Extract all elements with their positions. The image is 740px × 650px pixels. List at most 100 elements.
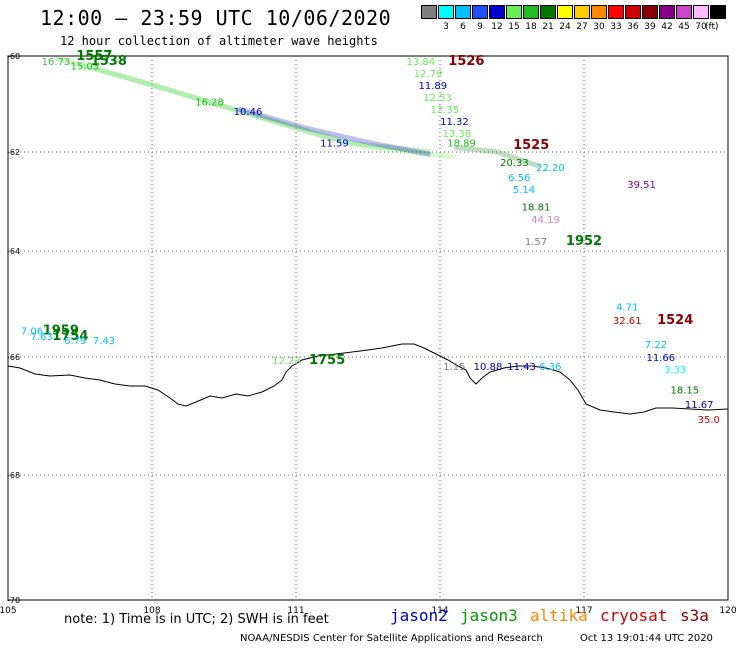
wave-height-label: 11.66 xyxy=(646,353,675,364)
legend-label: 30 xyxy=(593,22,605,32)
legend-swatch xyxy=(591,5,607,19)
ground-track xyxy=(237,106,431,157)
wave-height-label: 4.71 xyxy=(616,303,638,314)
legend-swatch xyxy=(506,5,522,19)
wave-height-label: 15.03 xyxy=(70,62,99,73)
legend-unit: (ft) xyxy=(705,22,719,32)
wave-height-label: 6.36 xyxy=(539,362,561,373)
pass-time-label: 1538 xyxy=(91,54,127,69)
wave-height-label: 1.57 xyxy=(525,237,547,248)
antarctic-coastline xyxy=(7,343,729,415)
legend-swatch xyxy=(540,5,556,19)
wave-height-label: 13.38 xyxy=(442,129,471,140)
legend-label: 45 xyxy=(678,22,690,32)
legend-swatch xyxy=(676,5,692,19)
credit-text: NOAA/NESDIS Center for Satellite Applica… xyxy=(240,633,543,644)
wave-height-label: 7.43 xyxy=(93,336,115,347)
legend-label: 21 xyxy=(542,22,554,32)
legend-swatch xyxy=(523,5,539,19)
ground-track xyxy=(55,55,431,155)
legend-swatch xyxy=(608,5,624,19)
timestamp-text: Oct 13 19:01:44 UTC 2020 xyxy=(580,633,713,644)
wave-height-label: 11.32 xyxy=(440,117,469,128)
wave-height-label: 5.14 xyxy=(513,185,535,196)
longitude-tick-label: 108 xyxy=(143,606,160,616)
wave-height-label: 16.73 xyxy=(42,57,71,68)
legend-swatch xyxy=(642,5,658,19)
legend-label: 6 xyxy=(460,22,466,32)
wave-height-label: 7.06 xyxy=(21,327,43,338)
wave-height-label: 11.43 xyxy=(507,362,536,373)
longitude-tick-label: 120 xyxy=(719,606,736,616)
page-subtitle: 12 hour collection of altimeter wave hei… xyxy=(60,34,378,48)
latitude-tick-label: -62 xyxy=(7,148,20,157)
legend-label: 70 xyxy=(695,22,707,32)
wave-height-label: 12.79 xyxy=(414,69,443,80)
wave-height-label: 18.89 xyxy=(447,138,476,149)
longitude-tick-label: 117 xyxy=(575,606,592,616)
wave-height-label: 1.15 xyxy=(443,362,465,373)
ground-track xyxy=(454,144,542,170)
legend-label: 36 xyxy=(627,22,639,32)
satellite-ground-tracks xyxy=(55,55,542,170)
wave-height-label: 7.63 xyxy=(30,332,52,343)
wave-height-label: 44.19 xyxy=(531,215,560,226)
wave-height-label: 16.28 xyxy=(195,98,224,109)
legend-label: 33 xyxy=(610,22,622,32)
longitude-tick-label: 114 xyxy=(431,606,448,616)
legend-label: 15 xyxy=(508,22,520,32)
wave-height-label: 11.89 xyxy=(418,81,447,92)
legend-label: 12 xyxy=(491,22,503,32)
axis-tick-labels: 105 108 111 114 117 120 -60 -62 -64 -66 -68 -70 xyxy=(0,52,737,616)
legend-swatch xyxy=(557,5,573,19)
legend-label: 27 xyxy=(576,22,588,32)
pass-time-label: 1524 xyxy=(657,313,693,328)
wave-height-label: 39.51 xyxy=(627,180,656,191)
legend-label: 3 xyxy=(443,22,449,32)
wave-height-label: 20.33 xyxy=(500,158,529,169)
legend-swatch xyxy=(693,5,709,19)
wave-height-label: 3.33 xyxy=(664,365,686,376)
wave-height-label: 35.0 xyxy=(698,415,720,426)
wave-height-label: 12.23 xyxy=(272,356,301,367)
ground-track xyxy=(79,60,455,160)
legend-swatch xyxy=(710,5,726,19)
footnote: note: 1) Time is in UTC; 2) SWH is in fe… xyxy=(64,612,329,627)
wave-height-label: 11.67 xyxy=(685,400,714,411)
wave-height-label: 18.81 xyxy=(522,202,551,213)
legend-label: 24 xyxy=(559,22,571,32)
latitude-tick-label: -70 xyxy=(7,596,20,605)
wave-height-label: 13.84 xyxy=(406,57,435,68)
page-title: 12:00 – 23:59 UTC 10/06/2020 xyxy=(40,6,392,30)
legend-label: 9 xyxy=(477,22,483,32)
legend-swatch xyxy=(625,5,641,19)
wave-height-label: 18.15 xyxy=(670,385,699,396)
latitude-tick-label: -66 xyxy=(7,353,20,362)
legend-swatch xyxy=(659,5,675,19)
legend-swatch xyxy=(455,5,471,19)
latitude-tick-label: -68 xyxy=(7,471,20,480)
wave-height-label: 7.22 xyxy=(645,340,667,351)
pass-time-label: 1525 xyxy=(513,138,549,153)
legend-swatch xyxy=(472,5,488,19)
longitude-tick-label: 111 xyxy=(287,606,304,616)
wave-height-label: 32.61 xyxy=(613,316,642,327)
latitude-tick-label: -60 xyxy=(7,52,20,61)
pass-time-label: 1557 xyxy=(76,49,112,64)
pass-time-label: 1526 xyxy=(448,54,484,69)
latitude-tick-label: -64 xyxy=(7,247,20,256)
satellite-cryosat-label: cryosat xyxy=(600,606,668,625)
wave-height-label: 6.79 xyxy=(64,336,86,347)
wave-height-label: 12.53 xyxy=(423,93,452,104)
legend-swatch xyxy=(489,5,505,19)
wave-height-label: 6.56 xyxy=(508,173,530,184)
satellite-jason3-label: jason3 xyxy=(460,606,518,625)
legend-swatch xyxy=(438,5,454,19)
pass-time-label: 1959 xyxy=(43,324,79,339)
wave-height-label: 11.59 xyxy=(320,138,349,149)
wave-height-label: 22.20 xyxy=(536,163,565,174)
wave-height-label: 10.46 xyxy=(234,107,263,118)
satellite-jason2-label: jason2 xyxy=(390,606,448,625)
